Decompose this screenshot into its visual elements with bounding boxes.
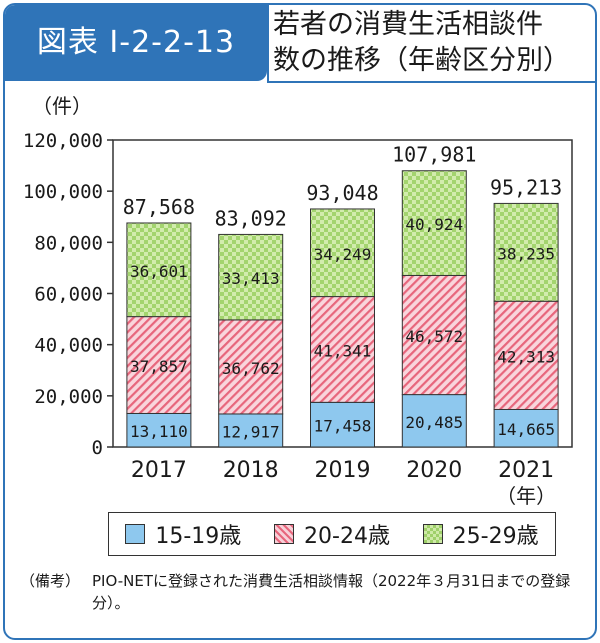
y-axis-unit: （件） <box>32 94 92 118</box>
x-tick-label: 2017 <box>131 458 187 483</box>
bar-segment-3 <box>126 222 192 318</box>
bar-segment-1 <box>310 401 375 448</box>
y-tick-label: 100,000 <box>23 181 103 203</box>
legend-item-15-19: 15-19歳 <box>125 518 241 550</box>
segment-value-label: 33,413 <box>222 269 280 288</box>
header-rule <box>267 81 595 83</box>
bar-segment-3 <box>493 202 559 302</box>
bar-segment-1 <box>126 412 192 448</box>
segment-value-label: 38,235 <box>497 244 555 263</box>
chart-legend: 15-19歳 20-24歳 25-29歳 <box>108 512 556 556</box>
figure-header: 図表 I-2-2-13 若者の消費生活相談件 数の推移（年齢区分別） <box>5 5 595 89</box>
x-tick-label: 2020 <box>406 458 462 483</box>
segment-value-label: 41,341 <box>314 341 372 360</box>
legend-swatch-25-29 <box>422 524 443 544</box>
bar-segment-3 <box>310 208 375 298</box>
note-text: PIO-NETに登録された消費生活相談情報（2022年３月31日までの登録分）。 <box>92 572 571 612</box>
legend-label-20-24: 20-24歳 <box>304 524 390 549</box>
y-tick-label: 40,000 <box>34 335 103 357</box>
bar-total-label: 83,092 <box>215 206 287 230</box>
legend-label-25-29: 25-29歳 <box>452 524 539 549</box>
legend-item-20-24: 20-24歳 <box>274 518 390 550</box>
bar-segment-2 <box>401 274 467 396</box>
legend-item-25-29: 25-29歳 <box>422 518 539 550</box>
figure-label: 図表 I-2-2-13 <box>5 5 267 81</box>
segment-value-label: 36,762 <box>222 359 280 378</box>
segment-value-label: 14,665 <box>497 420 555 439</box>
bar-segment-3 <box>401 170 467 276</box>
bar-total-label: 93,048 <box>306 181 378 205</box>
segment-value-label: 20,485 <box>405 413 463 432</box>
legend-swatch-20-24 <box>274 524 295 544</box>
bar-total-label: 107,981 <box>392 143 476 167</box>
y-tick-label: 120,000 <box>23 130 103 152</box>
segment-value-label: 12,917 <box>222 422 280 441</box>
segment-value-label: 34,249 <box>314 245 372 264</box>
bar-total-label: 95,213 <box>490 175 562 199</box>
segment-value-label: 36,601 <box>130 262 188 281</box>
bar-segment-1 <box>218 413 284 448</box>
x-tick-label: 2018 <box>223 458 279 483</box>
note-label: （備考） <box>20 572 81 590</box>
bar-segment-2 <box>126 316 192 414</box>
figure-title-line1: 若者の消費生活相談件 <box>273 9 543 40</box>
segment-value-label: 42,313 <box>497 347 555 366</box>
bar-segment-1 <box>401 394 467 448</box>
bar-segment-2 <box>493 300 559 410</box>
header-divider <box>267 5 269 81</box>
y-tick-label: 60,000 <box>34 284 103 306</box>
x-tick-label: 2019 <box>315 458 371 483</box>
segment-value-label: 40,924 <box>405 215 463 234</box>
y-tick-label: 80,000 <box>34 232 103 254</box>
bar-segment-2 <box>310 296 375 403</box>
segment-value-label: 17,458 <box>314 417 372 436</box>
bar-segment-3 <box>218 233 284 321</box>
x-tick-label: 2021 <box>498 458 554 483</box>
segment-value-label: 46,572 <box>405 327 463 346</box>
bar-total-label: 87,568 <box>123 195 195 219</box>
legend-swatch-15-19 <box>125 524 146 544</box>
segment-value-label: 37,857 <box>130 357 188 376</box>
legend-label-15-19: 15-19歳 <box>155 524 242 549</box>
segment-value-label: 13,110 <box>130 422 188 441</box>
y-tick-label: 0 <box>92 437 103 459</box>
y-tick-label: 20,000 <box>34 386 103 408</box>
figure-title: 若者の消費生活相談件 数の推移（年齢区分別） <box>273 7 591 81</box>
figure-title-line2: 数の推移（年齢区分別） <box>273 45 570 76</box>
x-axis-unit: （年） <box>496 484 556 508</box>
